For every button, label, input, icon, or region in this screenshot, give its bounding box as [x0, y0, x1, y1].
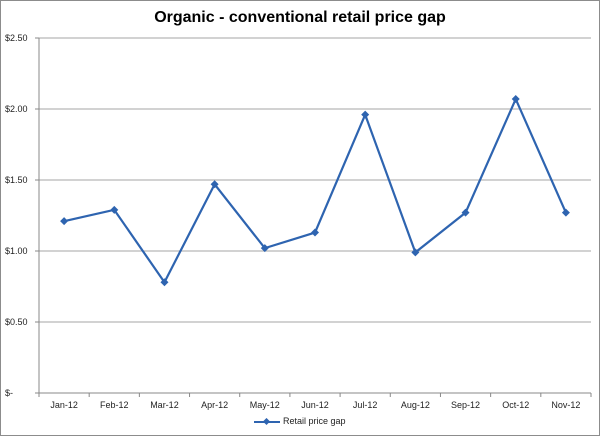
x-tick-label: Sep-12: [451, 400, 480, 410]
data-point: [110, 205, 119, 214]
x-tick-label: Feb-12: [100, 400, 129, 410]
data-point: [411, 248, 420, 257]
y-tick-label: $-: [5, 388, 13, 398]
x-tick-label: Oct-12: [502, 400, 529, 410]
x-tick-label: Jun-12: [301, 400, 329, 410]
y-tick-label: $2.50: [5, 33, 28, 43]
legend-label: Retail price gap: [282, 416, 346, 426]
data-point: [260, 244, 269, 253]
data-point: [160, 278, 169, 287]
data-point: [561, 208, 570, 217]
y-tick-label: $2.00: [5, 104, 28, 114]
chart-title: Organic - conventional retail price gap: [154, 9, 446, 26]
y-tick-label: $1.50: [5, 175, 28, 185]
x-tick-label: Mar-12: [150, 400, 179, 410]
legend: Retail price gap: [1, 416, 599, 426]
x-tick-label: Apr-12: [201, 400, 228, 410]
data-point: [210, 180, 219, 189]
x-tick-label: Nov-12: [551, 400, 580, 410]
series-line: [63, 96, 567, 285]
data-point: [461, 208, 470, 217]
data-point: [361, 110, 370, 119]
y-tick-label: $0.50: [5, 317, 28, 327]
x-tick-label: Jul-12: [353, 400, 378, 410]
x-tick-label: May-12: [250, 400, 280, 410]
y-tick-label: $1.00: [5, 246, 28, 256]
x-tick-label: Jan-12: [50, 400, 78, 410]
data-point: [60, 217, 69, 226]
data-point: [311, 228, 319, 237]
x-tick-label: Aug-12: [401, 400, 430, 410]
data-point: [511, 95, 520, 104]
legend-marker: [254, 417, 281, 425]
